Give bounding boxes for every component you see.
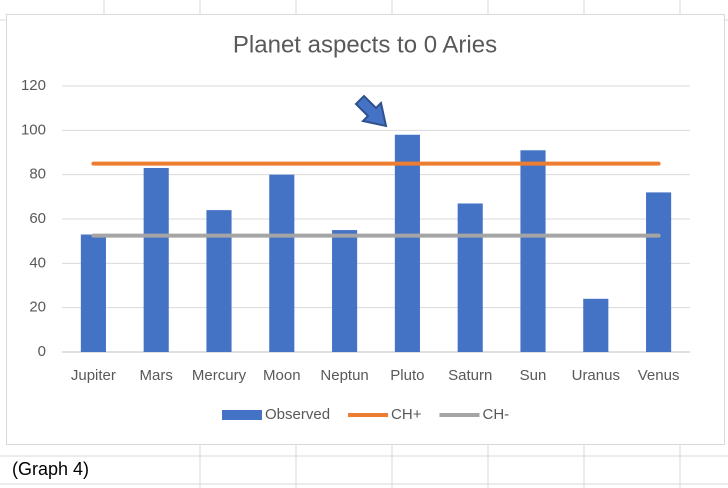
- bar: [332, 230, 358, 352]
- bar: [520, 150, 546, 352]
- x-tick-label: Moon: [263, 367, 301, 384]
- bar: [457, 203, 483, 352]
- x-tick-label: Sun: [520, 367, 547, 384]
- y-tick-label: 20: [29, 299, 46, 316]
- y-tick-label: 40: [29, 254, 46, 271]
- y-tick-label: 80: [29, 166, 46, 183]
- bar: [269, 174, 295, 352]
- x-tick-label: Saturn: [448, 367, 492, 384]
- legend-label: CH-: [482, 406, 509, 423]
- bar: [80, 234, 106, 352]
- x-tick-label: Jupiter: [71, 367, 116, 384]
- bar: [646, 192, 672, 352]
- y-tick-label: 120: [21, 77, 46, 94]
- x-tick-label: Mars: [140, 367, 173, 384]
- x-tick-label: Uranus: [572, 367, 620, 384]
- legend-label: Observed: [265, 406, 330, 423]
- legend-swatch: [222, 410, 262, 420]
- y-tick-label: 0: [38, 343, 46, 360]
- chart-title: Planet aspects to 0 Aries: [233, 31, 497, 58]
- x-tick-label: Mercury: [192, 367, 247, 384]
- arrow-annotation: [354, 94, 388, 128]
- x-tick-label: Neptun: [320, 367, 368, 384]
- bar: [583, 298, 609, 352]
- x-tick-label: Pluto: [390, 367, 424, 384]
- legend-label: CH+: [391, 406, 422, 423]
- y-tick-label: 60: [29, 210, 46, 227]
- x-tick-label: Venus: [638, 367, 680, 384]
- bar: [394, 134, 420, 352]
- y-tick-label: 100: [21, 121, 46, 138]
- bar: [143, 168, 169, 352]
- bar: [206, 210, 232, 352]
- plot: 0 20 40 60 80 100 120 Jupiter Mars Mercury Moon Nep…: [21, 77, 690, 423]
- caption: (Graph 4): [12, 459, 89, 479]
